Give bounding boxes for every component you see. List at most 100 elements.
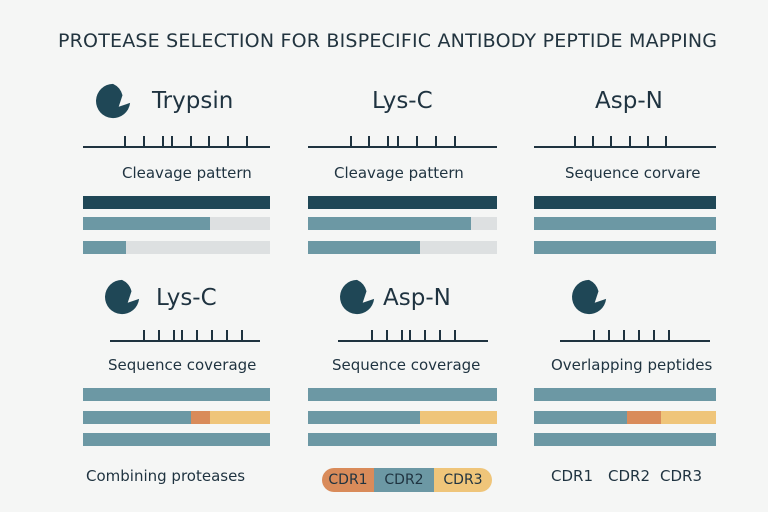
cleavage-site-tick <box>226 136 229 148</box>
pill-cdr3: CDR3 <box>434 468 492 492</box>
coverage-segment-teal <box>83 433 270 446</box>
ruler-baseline <box>110 340 260 342</box>
page-title: PROTEASE SELECTION FOR BISPECIFIC ANTIBO… <box>58 30 718 52</box>
cleavage-site-tick <box>124 136 127 148</box>
coverage-segment-yellow <box>210 411 270 424</box>
ruler-baseline <box>308 146 497 148</box>
cleavage-site-tick <box>653 330 655 342</box>
cleavage-site-tick <box>225 330 228 342</box>
coverage-segment-teal <box>83 241 126 254</box>
cleavage-site-tick <box>623 330 625 342</box>
cleavage-site-tick <box>610 136 613 148</box>
cleavage-site-tick <box>180 330 183 342</box>
coverage-segment-dark <box>534 196 716 209</box>
coverage-bar <box>83 196 270 209</box>
cleavage-ruler <box>534 134 716 148</box>
coverage-bar <box>308 217 497 230</box>
panel-caption: Sequence coverage <box>108 356 257 374</box>
cleavage-site-tick <box>210 330 213 342</box>
cleavage-site-tick <box>438 330 441 342</box>
coverage-bar <box>308 388 497 401</box>
coverage-segment-teal <box>308 241 420 254</box>
cleavage-site-tick <box>401 330 403 342</box>
cleavage-ruler <box>83 134 270 148</box>
coverage-bar <box>83 241 270 254</box>
cleavage-site-tick <box>638 330 640 342</box>
cleavage-site-tick <box>593 330 595 342</box>
cleavage-site-tick <box>434 136 437 148</box>
coverage-bar <box>308 196 497 209</box>
cdr3-label: CDR3 <box>660 467 702 485</box>
cleavage-site-tick <box>170 136 173 148</box>
coverage-segment-orange <box>191 411 211 424</box>
cleavage-site-tick <box>408 330 411 342</box>
coverage-bar <box>308 433 497 446</box>
pac-icon <box>572 279 607 315</box>
ruler-baseline <box>338 340 488 342</box>
pac-icon <box>105 279 140 315</box>
coverage-segment-teal <box>83 411 192 424</box>
cdr-pill: CDR1 CDR2 CDR3 <box>322 468 492 492</box>
cdr2-label: CDR2 <box>608 467 650 485</box>
cleavage-site-tick <box>189 136 192 148</box>
cleavage-site-tick <box>368 136 371 148</box>
cleavage-site-tick <box>208 136 211 148</box>
cleavage-site-tick <box>453 136 456 148</box>
coverage-bar <box>534 411 716 424</box>
coverage-bar <box>83 217 270 230</box>
cleavage-ruler <box>338 328 488 342</box>
protease-name-2: Asp-N <box>595 88 663 114</box>
cleavage-site-tick <box>592 136 595 148</box>
cleavage-site-tick <box>349 136 352 148</box>
coverage-bar <box>534 433 716 446</box>
coverage-segment-teal <box>534 433 716 446</box>
ruler-baseline <box>560 340 710 342</box>
cleavage-site-tick <box>195 330 198 342</box>
coverage-segment-teal <box>534 411 627 424</box>
coverage-segment-teal <box>534 217 716 230</box>
coverage-segment-teal <box>83 388 270 401</box>
coverage-bar <box>534 241 716 254</box>
coverage-bar <box>83 433 270 446</box>
cleavage-ruler <box>110 328 260 342</box>
coverage-bar <box>534 388 716 401</box>
panel-caption: Sequence corvare <box>565 164 701 182</box>
coverage-bar <box>308 411 497 424</box>
coverage-segment-teal <box>308 217 471 230</box>
cleavage-site-tick <box>423 330 426 342</box>
protease-name-0: Trypsin <box>152 88 234 114</box>
panel-caption: Overlapping peptides <box>551 356 713 374</box>
panel-caption: Cleavage pattern <box>122 164 252 182</box>
cleavage-site-tick <box>646 136 649 148</box>
cleavage-site-tick <box>173 330 175 342</box>
panel-caption: Sequence coverage <box>332 356 481 374</box>
pill-cdr2: CDR2 <box>374 468 434 492</box>
cleavage-site-tick <box>665 136 668 148</box>
cleavage-site-tick <box>371 330 373 342</box>
coverage-segment-teal <box>308 433 497 446</box>
coverage-bar <box>83 388 270 401</box>
cleavage-site-tick <box>240 330 243 342</box>
pill-cdr1: CDR1 <box>322 468 374 492</box>
coverage-bar <box>534 196 716 209</box>
protease-name-4: Asp-N <box>383 285 451 311</box>
coverage-segment-teal <box>308 388 497 401</box>
cleavage-site-tick <box>396 136 399 148</box>
cleavage-site-tick <box>143 330 145 342</box>
pac-icon <box>340 279 375 315</box>
cleavage-ruler <box>560 328 710 342</box>
cdr1-label: CDR1 <box>551 467 593 485</box>
coverage-bar <box>534 217 716 230</box>
cleavage-site-tick <box>574 136 577 148</box>
coverage-segment-teal <box>534 388 716 401</box>
protease-name-1: Lys-C <box>372 88 433 114</box>
coverage-segment-teal <box>83 217 211 230</box>
cleavage-site-tick <box>158 330 160 342</box>
cleavage-site-tick <box>161 136 164 148</box>
cleavage-site-tick <box>668 330 670 342</box>
coverage-segment-dark <box>83 196 270 209</box>
coverage-segment-teal <box>534 241 716 254</box>
pac-icon <box>96 83 131 119</box>
cleavage-site-tick <box>628 136 631 148</box>
coverage-segment-dark <box>308 196 497 209</box>
